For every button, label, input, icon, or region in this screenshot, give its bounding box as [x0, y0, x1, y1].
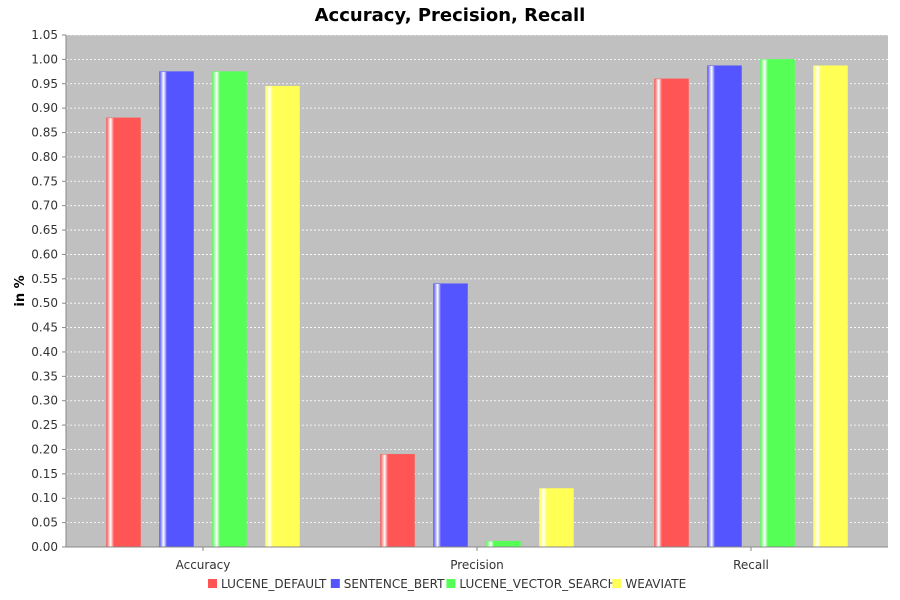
bar-lucene-default-accuracy — [106, 117, 141, 548]
y-tick-label: 0.60 — [31, 247, 58, 261]
legend-swatch — [612, 579, 622, 588]
y-tick-label: 0.30 — [31, 394, 58, 408]
y-axis-ticks: 0.00 0.05 0.10 0.15 0.20 0.25 0.30 0.35 0.40 0.45… — [31, 28, 66, 554]
legend-label: WEAVIATE — [625, 577, 686, 591]
legend-swatch — [208, 579, 217, 588]
y-tick-label: 0.25 — [31, 418, 58, 432]
y-axis-label: in % — [13, 275, 28, 306]
legend-label: LUCENE_DEFAULT — [221, 577, 327, 591]
y-tick-label: 0.80 — [31, 150, 58, 164]
y-tick-label: 0.95 — [31, 77, 58, 91]
y-tick-label: 0.85 — [31, 126, 58, 140]
plot-area — [66, 35, 888, 547]
bar-lucene-default-precision — [380, 454, 415, 548]
bar-sentence-bert-recall — [707, 65, 742, 548]
y-tick-label: 0.70 — [31, 199, 58, 213]
x-tick-label: Precision — [450, 558, 504, 572]
legend: LUCENE_DEFAULT SENTENCE_BERT LUCENE_VECTOR… — [208, 577, 686, 591]
bar-lucene-vector-search-accuracy — [212, 71, 247, 548]
y-tick-label: 1.05 — [31, 28, 58, 42]
y-tick-label: 0.20 — [31, 442, 58, 456]
bars — [106, 59, 848, 548]
bar-weaviate-accuracy — [265, 85, 300, 548]
y-tick-label: 0.05 — [31, 516, 58, 530]
y-tick-label: 0.55 — [31, 272, 58, 286]
legend-label: SENTENCE_BERT — [344, 577, 445, 591]
y-tick-label: 0.40 — [31, 345, 58, 359]
gridlines — [66, 34, 888, 524]
bar-weaviate-recall — [813, 65, 848, 548]
y-tick-label: 0.35 — [31, 369, 58, 383]
bar-weaviate-precision — [539, 488, 574, 548]
x-tick-label: Accuracy — [176, 558, 231, 572]
bar-sentence-bert-precision — [433, 283, 468, 548]
y-tick-label: 0.15 — [31, 467, 58, 481]
y-tick-label: 0.90 — [31, 101, 58, 115]
x-tick-label: Recall — [733, 558, 769, 572]
y-tick-label: 0.75 — [31, 174, 58, 188]
y-tick-label: 1.00 — [31, 52, 58, 66]
y-tick-label: 0.00 — [31, 540, 58, 554]
legend-label: LUCENE_VECTOR_SEARCH — [459, 577, 616, 591]
legend-swatch — [446, 579, 456, 588]
bar-sentence-bert-accuracy — [159, 71, 194, 548]
y-tick-label: 0.45 — [31, 321, 58, 335]
bar-lucene-default-recall — [654, 78, 689, 548]
y-tick-label: 0.65 — [31, 223, 58, 237]
y-tick-label: 0.10 — [31, 491, 58, 505]
bar-lucene-vector-search-precision — [486, 540, 521, 548]
chart-title: Accuracy, Precision, Recall — [315, 5, 586, 26]
x-axis-labels: Accuracy Precision Recall — [176, 547, 769, 572]
legend-swatch — [330, 579, 340, 588]
y-tick-label: 0.50 — [31, 296, 58, 310]
bar-lucene-vector-search-recall — [760, 59, 795, 548]
